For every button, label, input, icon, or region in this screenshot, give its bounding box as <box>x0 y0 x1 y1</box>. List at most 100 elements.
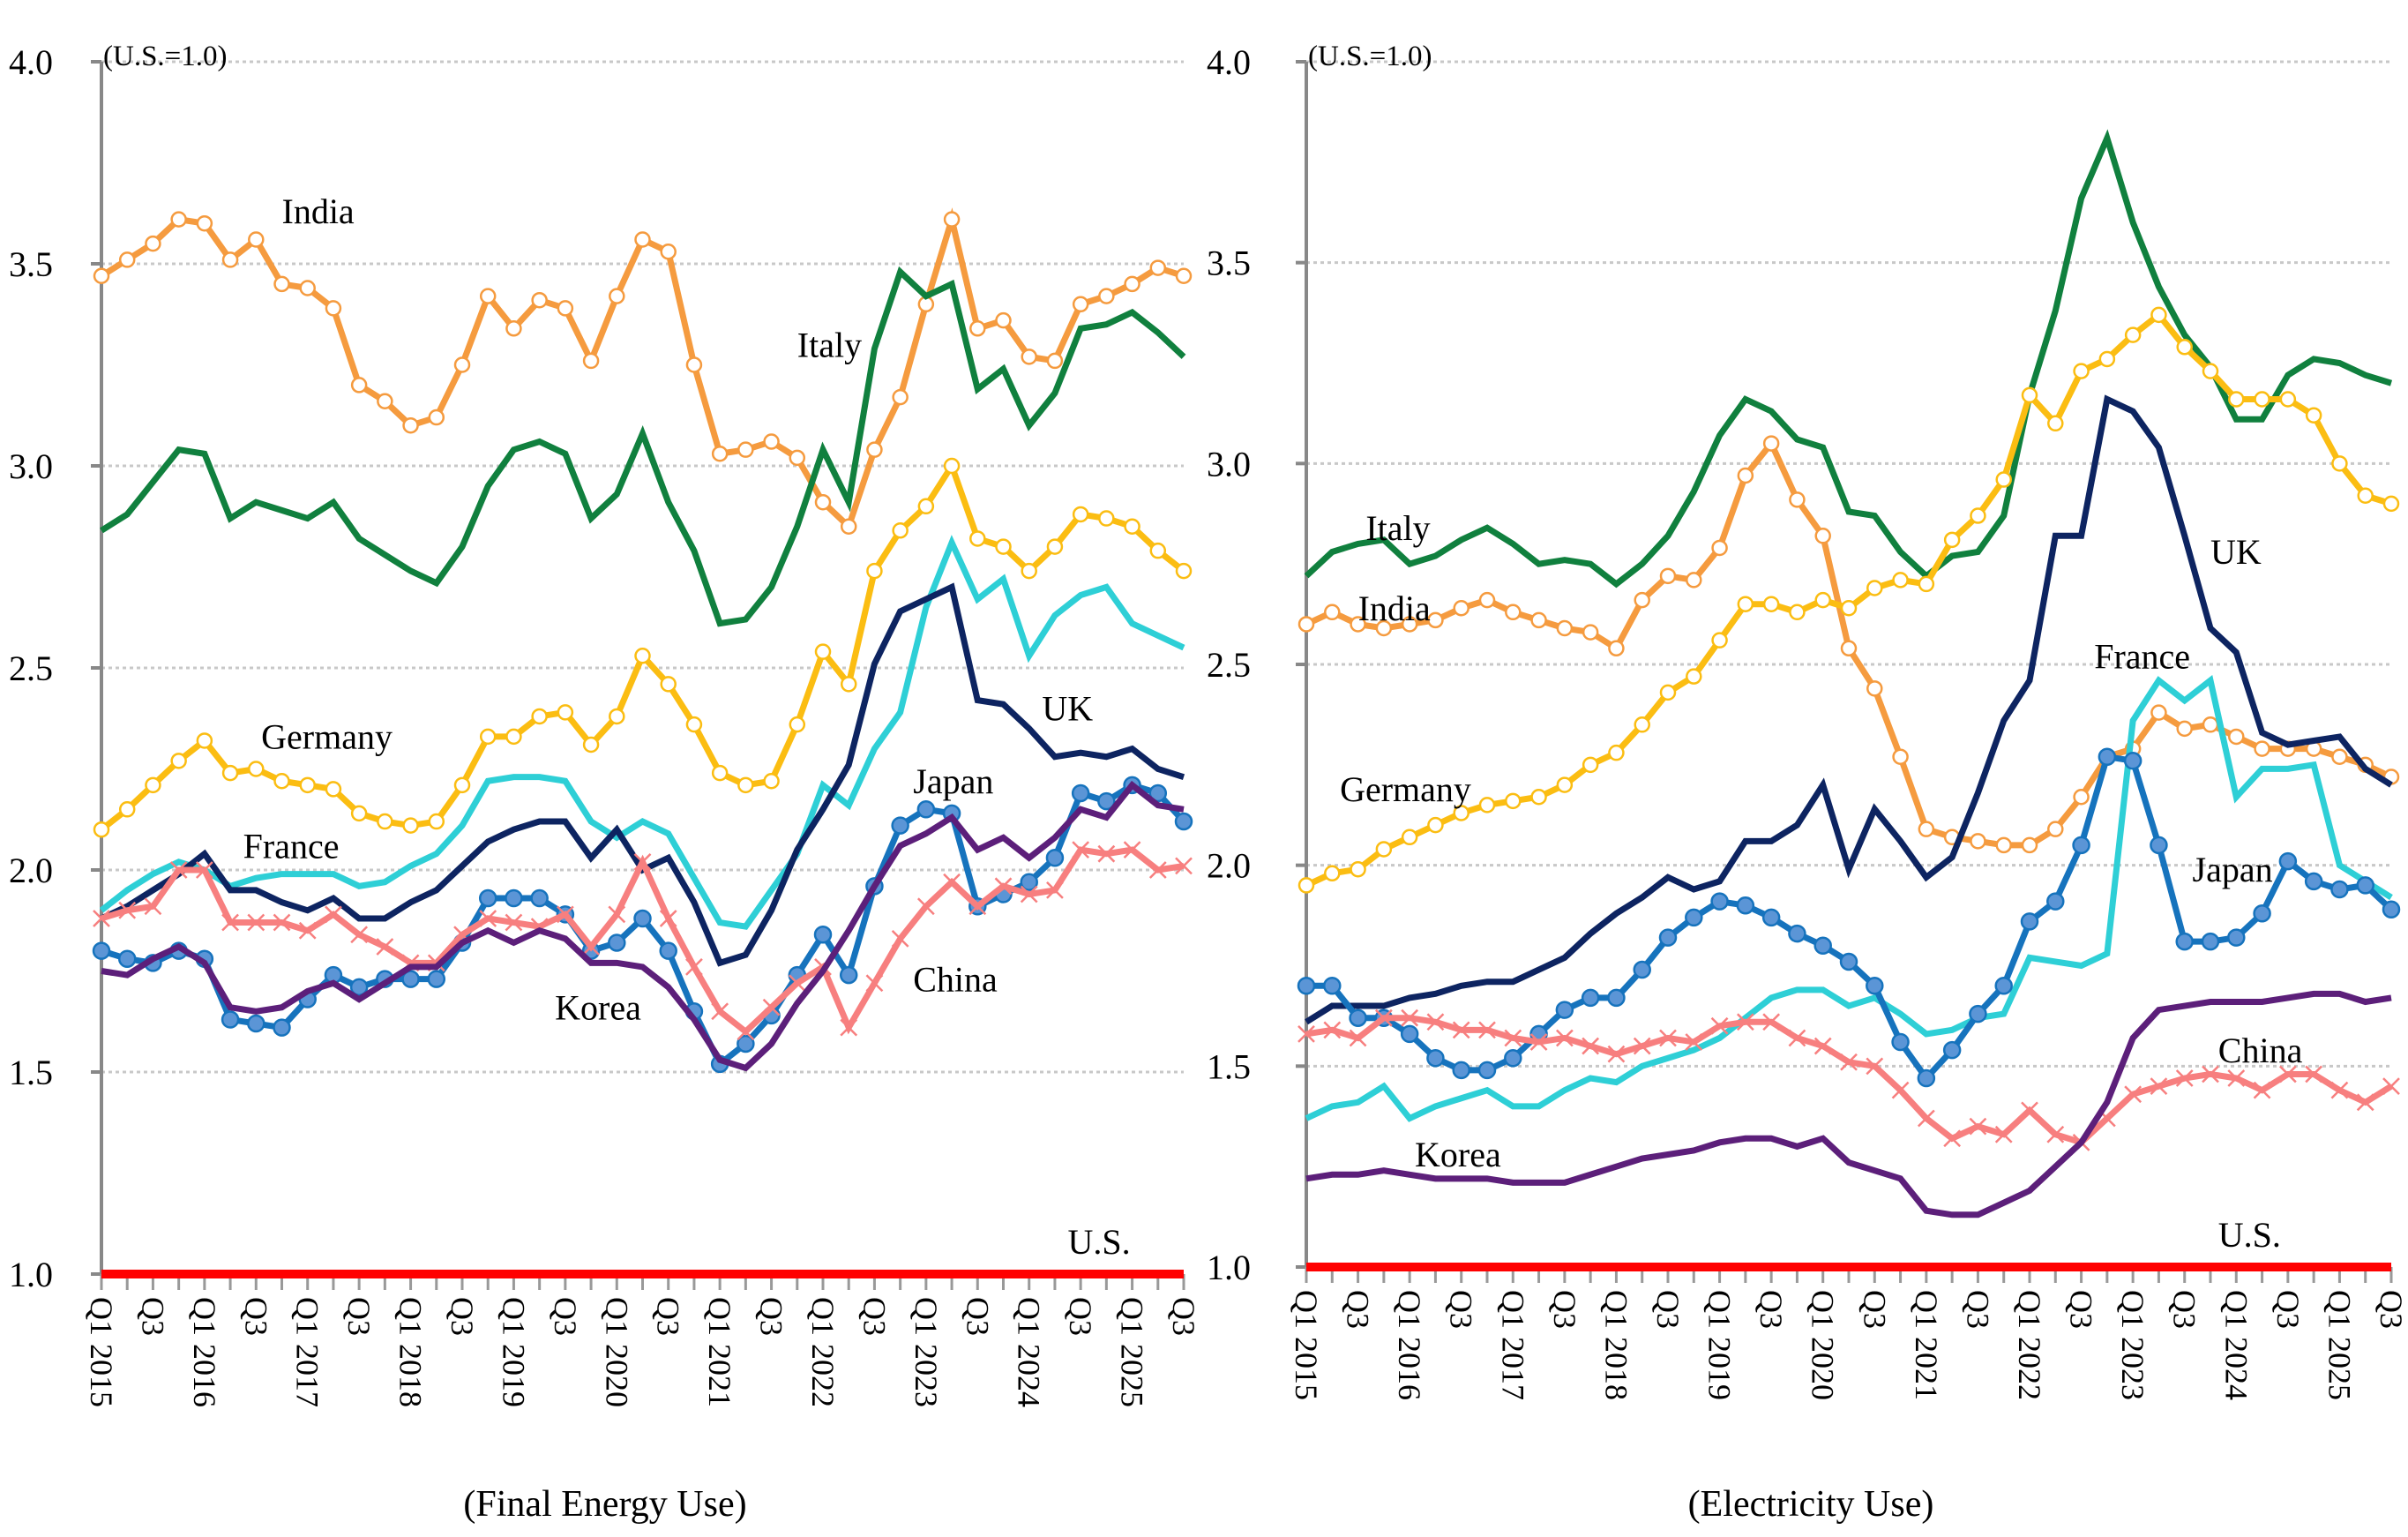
data-point <box>479 910 497 927</box>
data-point <box>144 897 162 916</box>
data-point <box>2228 391 2245 408</box>
x-tick-label: Q1 2025 <box>1115 1297 1150 1407</box>
data-point <box>1840 1053 1858 1071</box>
data-point <box>633 909 652 928</box>
series-line-italy <box>1304 129 2393 589</box>
data-point <box>916 800 936 819</box>
data-point <box>1072 841 1090 858</box>
data-point <box>2072 836 2090 855</box>
data-point <box>1685 1033 1703 1051</box>
data-point <box>557 300 574 317</box>
data-point <box>2330 880 2349 899</box>
data-point <box>1124 275 1140 293</box>
data-point <box>1297 616 1315 633</box>
data-point <box>1124 518 1140 535</box>
data-point <box>349 978 369 997</box>
data-point <box>968 897 987 916</box>
data-point <box>195 861 213 879</box>
data-point <box>711 1002 729 1021</box>
data-point <box>2046 1125 2065 1143</box>
data-point <box>1072 296 1089 313</box>
data-point <box>2047 415 2064 432</box>
data-point <box>1374 1008 1393 1027</box>
data-point <box>453 776 471 794</box>
x-tick-label: Q3 <box>1960 1290 1995 1329</box>
data-point <box>479 728 497 746</box>
y-tick-label: 1.5 <box>1207 1046 1251 1086</box>
data-point <box>2253 1081 2271 1099</box>
data-point <box>221 251 239 268</box>
data-point <box>2175 1069 2194 1087</box>
y-tick-label: 1.5 <box>9 1053 53 1092</box>
series-italy <box>1304 129 2393 589</box>
data-point <box>840 676 857 693</box>
data-point <box>1969 1004 1987 1023</box>
data-point <box>1711 539 1728 557</box>
data-point <box>1608 744 1625 761</box>
data-point <box>916 897 935 916</box>
y-tick-label: 1.0 <box>9 1255 53 1294</box>
data-point <box>1020 873 1038 891</box>
data-point <box>1323 1021 1342 1039</box>
data-point <box>350 926 369 944</box>
x-tick-label: Q3 <box>1650 1290 1686 1329</box>
data-point <box>1685 908 1703 927</box>
data-point <box>1582 624 1599 641</box>
x-tick-label: Q3 <box>445 1297 480 1336</box>
data-point <box>892 388 909 406</box>
series-label-germany: Germany <box>261 717 393 757</box>
data-point <box>478 888 497 908</box>
x-tick-label: Q3 <box>651 1297 686 1336</box>
data-point <box>2202 716 2219 733</box>
data-point <box>1349 1008 1367 1027</box>
series-label-japan: Japan <box>2193 850 2273 889</box>
data-point <box>763 433 780 450</box>
data-point <box>866 441 883 458</box>
data-point <box>1529 1033 1548 1051</box>
data-point <box>299 280 316 296</box>
data-point <box>2021 386 2038 404</box>
series-line-korea <box>1305 990 2392 1218</box>
data-point <box>2020 912 2039 931</box>
data-point <box>2305 407 2322 424</box>
data-point <box>145 235 161 252</box>
data-point <box>1123 841 1141 858</box>
data-point <box>1530 611 1547 629</box>
data-point <box>1736 896 1755 915</box>
data-point <box>2123 752 2143 770</box>
data-point <box>1427 611 1444 629</box>
data-point <box>1175 562 1193 580</box>
data-point <box>1045 849 1065 867</box>
data-point <box>2228 728 2245 746</box>
data-point <box>1995 471 2012 488</box>
data-point <box>248 231 265 248</box>
data-point <box>1633 1037 1651 1055</box>
data-point <box>93 821 110 838</box>
panel-title: (Electricity Use) <box>1688 1484 1934 1525</box>
data-point <box>1788 1029 1806 1047</box>
data-point <box>1840 600 1858 617</box>
data-point <box>892 522 909 539</box>
data-point <box>660 244 677 260</box>
data-point <box>2073 363 2090 379</box>
data-point <box>350 377 368 394</box>
series-germany <box>93 457 1193 838</box>
data-point <box>1453 600 1469 617</box>
data-point <box>1686 572 1702 589</box>
data-point <box>169 861 188 879</box>
data-point <box>2047 821 2064 837</box>
x-tick-label: Q1 2020 <box>1806 1290 1841 1400</box>
data-point <box>2254 740 2270 757</box>
data-point <box>1686 668 1702 685</box>
x-tick-label: Q1 2023 <box>909 1297 944 1407</box>
data-point <box>737 776 754 794</box>
data-point <box>1556 776 1574 793</box>
data-point <box>273 913 291 932</box>
data-point <box>1323 977 1342 995</box>
data-point <box>1453 805 1469 821</box>
series-line-uk <box>100 582 1185 967</box>
data-point <box>531 708 548 725</box>
data-point <box>1866 977 1884 995</box>
y-tick-label: 3.5 <box>1207 244 1251 283</box>
